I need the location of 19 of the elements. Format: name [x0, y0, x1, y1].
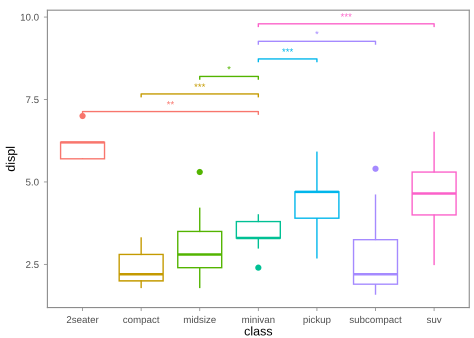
- annotation: *: [227, 66, 231, 70]
- y-tick-label: 2.5: [26, 261, 39, 268]
- y-tick-label: 10.0: [20, 14, 39, 21]
- annotation: ***: [282, 48, 294, 52]
- annotation: **: [166, 101, 174, 104]
- annotation: ***: [340, 13, 352, 17]
- annotation: ***: [194, 83, 206, 87]
- x-tick-label: 2seater: [66, 316, 99, 324]
- x-tick-label: minivan: [242, 316, 274, 324]
- x-tick-label: midsize: [184, 316, 216, 324]
- y-tick-label: 7.5: [26, 96, 39, 104]
- annotation: *: [315, 30, 319, 34]
- x-tick-label: pickup: [304, 316, 331, 325]
- x-tick-label: compact: [123, 316, 160, 325]
- y-axis-title: displ: [6, 146, 18, 172]
- y-tick-label: 5.0: [26, 178, 39, 186]
- x-axis-title: class: [244, 326, 272, 336]
- x-tick-label: suv: [426, 318, 442, 324]
- x-tick-label: subcompact: [350, 316, 402, 325]
